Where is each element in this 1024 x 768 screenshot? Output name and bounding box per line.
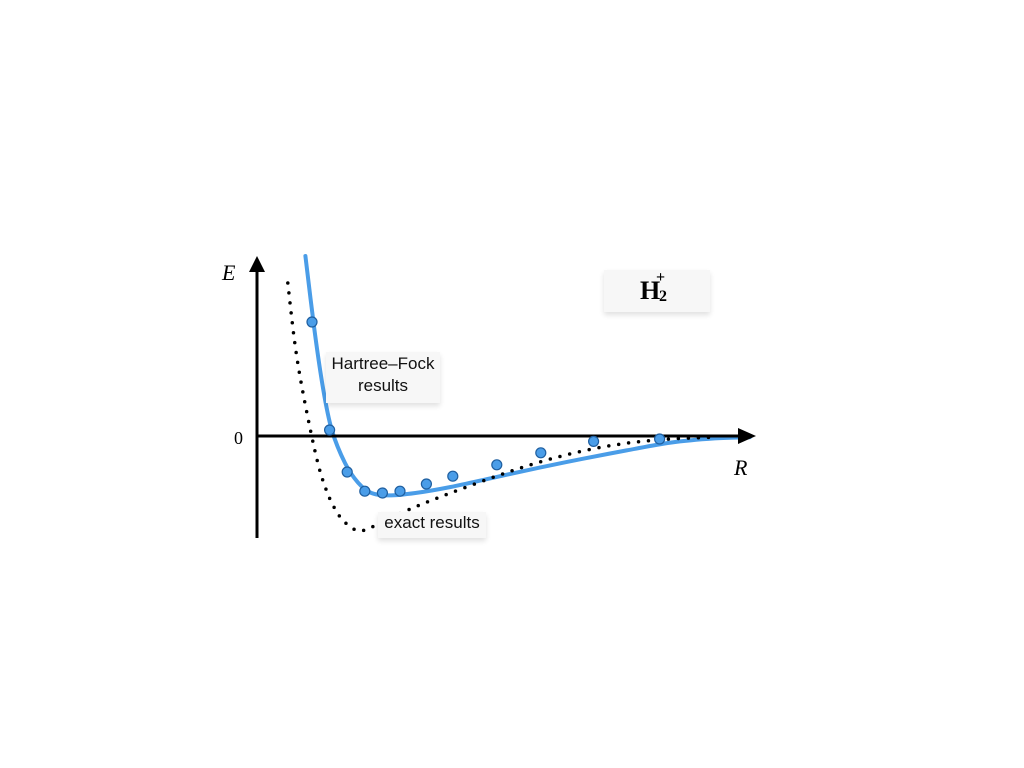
hartree-fock-data-point	[341, 466, 353, 478]
molecule-label-box	[604, 270, 710, 312]
exact-results-curve	[286, 281, 717, 533]
hartree-fock-data-point	[306, 316, 318, 328]
hartree-fock-data-point	[653, 433, 666, 445]
x-axis-arrow-icon	[738, 428, 756, 444]
y-axis-label: E	[221, 260, 236, 285]
molecule-symbol: H	[640, 276, 661, 305]
hartree-fock-data-point	[535, 447, 547, 459]
exact-results-label: exact results	[378, 512, 486, 538]
hartree-fock-data-point	[587, 435, 600, 447]
hartree-fock-curve	[303, 254, 752, 498]
hartree-fock-data-point	[376, 487, 388, 499]
hartree-fock-label-line1: Hartree–Fock	[331, 354, 435, 373]
hartree-fock-data-point	[491, 459, 503, 471]
hartree-fock-data-point	[394, 485, 406, 497]
zero-tick-label: 0	[234, 428, 243, 448]
y-axis-arrow-icon	[249, 256, 265, 272]
molecule-subscript: 2	[659, 288, 667, 305]
hartree-fock-data-point	[324, 424, 336, 436]
hartree-fock-label: Hartree–Fock results	[326, 352, 440, 403]
hartree-fock-data-point	[420, 478, 432, 490]
hartree-fock-label-line2: results	[357, 376, 409, 395]
molecule-superscript: +	[656, 269, 666, 286]
hartree-fock-data-point	[359, 485, 371, 497]
hartree-fock-data-point	[447, 470, 459, 482]
x-axis-label: R	[733, 455, 748, 480]
